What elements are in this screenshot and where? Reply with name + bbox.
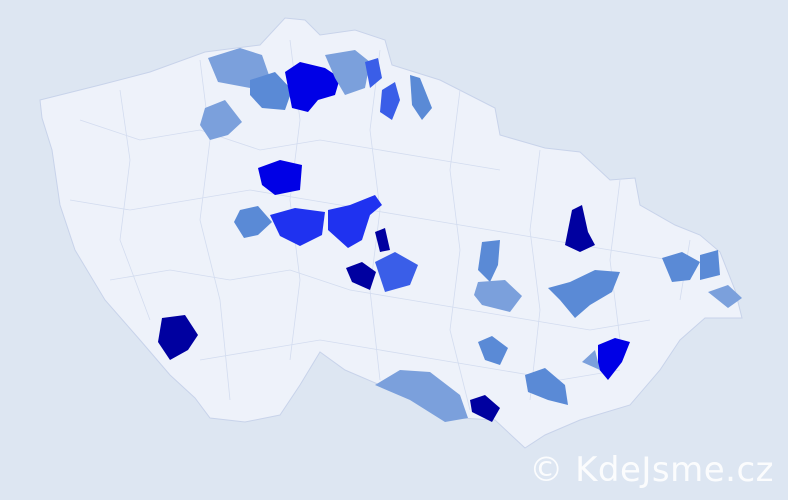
district-region[interactable] [525,368,568,405]
district-region[interactable] [548,270,620,318]
district-region[interactable] [325,50,370,95]
highlighted-districts [158,48,742,422]
district-region[interactable] [598,338,630,380]
district-region[interactable] [250,72,292,110]
district-region[interactable] [375,370,468,422]
district-region[interactable] [270,208,325,246]
district-region[interactable] [375,228,390,252]
district-region[interactable] [200,100,242,140]
district-region[interactable] [708,285,742,308]
district-region[interactable] [328,195,382,248]
district-region[interactable] [258,160,302,195]
district-region[interactable] [158,315,198,360]
district-region[interactable] [474,280,522,312]
district-region[interactable] [346,262,376,290]
district-region[interactable] [470,395,500,422]
district-region[interactable] [410,75,432,120]
district-region[interactable] [234,206,272,238]
district-region[interactable] [380,82,400,120]
district-region[interactable] [700,250,720,280]
district-region[interactable] [375,252,418,292]
district-region[interactable] [208,48,270,88]
district-region[interactable] [285,62,340,112]
watermark: © KdeJsme.cz [529,450,774,490]
district-region[interactable] [582,350,600,370]
district-region[interactable] [565,205,595,252]
district-region[interactable] [365,58,382,88]
district-region[interactable] [478,336,508,365]
district-region[interactable] [478,240,500,282]
district-region[interactable] [662,252,700,282]
